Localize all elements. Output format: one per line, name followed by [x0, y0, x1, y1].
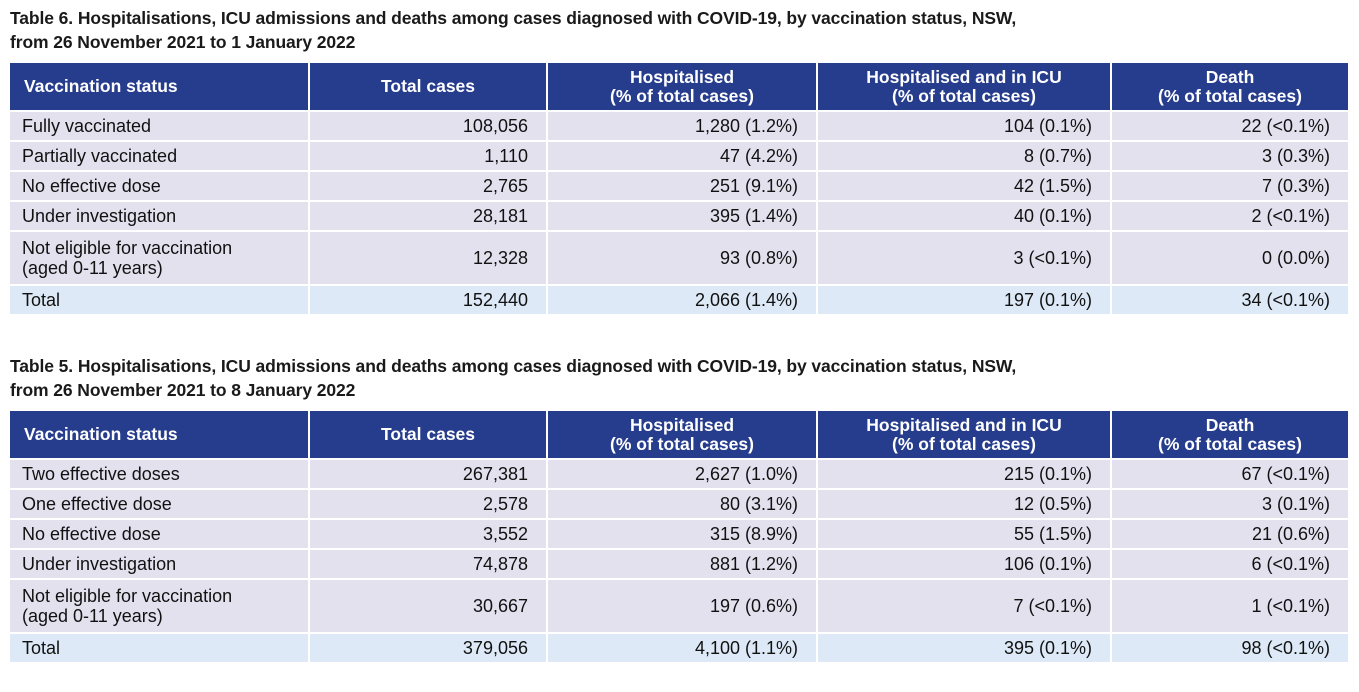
- cell-icu: 12 (0.5%): [818, 490, 1110, 518]
- caption-line-1: Table 6. Hospitalisations, ICU admission…: [10, 8, 1017, 28]
- cell-hospitalised: 251 (9.1%): [548, 172, 816, 200]
- table-row: Not eligible for vaccination (aged 0-11 …: [10, 232, 1348, 284]
- cell-total-cases: 74,878: [310, 550, 546, 578]
- header-death: Death (% of total cases): [1112, 411, 1348, 458]
- cell-death: 98 (<0.1%): [1112, 634, 1348, 662]
- cell-status: Fully vaccinated: [10, 112, 308, 140]
- cell-icu: 8 (0.7%): [818, 142, 1110, 170]
- cell-icu: 215 (0.1%): [818, 460, 1110, 488]
- cell-death: 0 (0.0%): [1112, 232, 1348, 284]
- cell-total-cases: 2,765: [310, 172, 546, 200]
- table-row: Under investigation 74,878 881 (1.2%) 10…: [10, 550, 1348, 578]
- cell-status: Total: [10, 286, 308, 314]
- cell-hospitalised: 47 (4.2%): [548, 142, 816, 170]
- cell-total-cases: 108,056: [310, 112, 546, 140]
- caption-line-1: Table 5. Hospitalisations, ICU admission…: [10, 356, 1017, 376]
- total-row: Total 152,440 2,066 (1.4%) 197 (0.1%) 34…: [10, 286, 1348, 314]
- cell-icu: 55 (1.5%): [818, 520, 1110, 548]
- cell-hospitalised: 881 (1.2%): [548, 550, 816, 578]
- table-row: Under investigation 28,181 395 (1.4%) 40…: [10, 202, 1348, 230]
- cell-hospitalised: 2,627 (1.0%): [548, 460, 816, 488]
- table-6-block: Table 6. Hospitalisations, ICU admission…: [10, 6, 1350, 316]
- cell-status: Two effective doses: [10, 460, 308, 488]
- cell-total-cases: 1,110: [310, 142, 546, 170]
- total-row: Total 379,056 4,100 (1.1%) 395 (0.1%) 98…: [10, 634, 1348, 662]
- cell-icu: 40 (0.1%): [818, 202, 1110, 230]
- cell-total-cases: 28,181: [310, 202, 546, 230]
- cell-death: 2 (<0.1%): [1112, 202, 1348, 230]
- cell-death: 21 (0.6%): [1112, 520, 1348, 548]
- cell-status: Under investigation: [10, 202, 308, 230]
- table-row: One effective dose 2,578 80 (3.1%) 12 (0…: [10, 490, 1348, 518]
- cell-total-cases: 30,667: [310, 580, 546, 632]
- cell-total-cases: 267,381: [310, 460, 546, 488]
- header-row: Vaccination status Total cases Hospitali…: [10, 63, 1348, 110]
- cell-hospitalised: 315 (8.9%): [548, 520, 816, 548]
- cell-hospitalised: 197 (0.6%): [548, 580, 816, 632]
- cell-status: Under investigation: [10, 550, 308, 578]
- cell-death: 7 (0.3%): [1112, 172, 1348, 200]
- cell-death: 1 (<0.1%): [1112, 580, 1348, 632]
- header-total-cases: Total cases: [310, 63, 546, 110]
- cell-hospitalised: 2,066 (1.4%): [548, 286, 816, 314]
- cell-icu: 3 (<0.1%): [818, 232, 1110, 284]
- cell-icu: 7 (<0.1%): [818, 580, 1110, 632]
- table-row: Not eligible for vaccination (aged 0-11 …: [10, 580, 1348, 632]
- caption-line-2: from 26 November 2021 to 1 January 2022: [10, 32, 356, 52]
- header-hospitalised: Hospitalised (% of total cases): [548, 411, 816, 458]
- cell-death: 3 (0.3%): [1112, 142, 1348, 170]
- cell-total-cases: 3,552: [310, 520, 546, 548]
- table-6: Vaccination status Total cases Hospitali…: [8, 61, 1350, 316]
- cell-icu: 104 (0.1%): [818, 112, 1110, 140]
- cell-hospitalised: 93 (0.8%): [548, 232, 816, 284]
- header-row: Vaccination status Total cases Hospitali…: [10, 411, 1348, 458]
- cell-death: 67 (<0.1%): [1112, 460, 1348, 488]
- cell-total-cases: 2,578: [310, 490, 546, 518]
- header-hospitalised: Hospitalised (% of total cases): [548, 63, 816, 110]
- cell-death: 6 (<0.1%): [1112, 550, 1348, 578]
- cell-icu: 106 (0.1%): [818, 550, 1110, 578]
- cell-icu: 395 (0.1%): [818, 634, 1110, 662]
- header-icu: Hospitalised and in ICU (% of total cases…: [818, 63, 1110, 110]
- cell-hospitalised: 4,100 (1.1%): [548, 634, 816, 662]
- cell-status: No effective dose: [10, 172, 308, 200]
- table-5: Vaccination status Total cases Hospitali…: [8, 409, 1350, 664]
- header-vaccination-status: Vaccination status: [10, 411, 308, 458]
- table-5-caption: Table 5. Hospitalisations, ICU admission…: [10, 354, 1350, 402]
- cell-total-cases: 379,056: [310, 634, 546, 662]
- cell-hospitalised: 1,280 (1.2%): [548, 112, 816, 140]
- caption-line-2: from 26 November 2021 to 8 January 2022: [10, 380, 356, 400]
- cell-icu: 42 (1.5%): [818, 172, 1110, 200]
- table-5-block: Table 5. Hospitalisations, ICU admission…: [10, 354, 1350, 664]
- cell-icu: 197 (0.1%): [818, 286, 1110, 314]
- table-6-caption: Table 6. Hospitalisations, ICU admission…: [10, 6, 1350, 54]
- table-row: No effective dose 3,552 315 (8.9%) 55 (1…: [10, 520, 1348, 548]
- cell-status: Not eligible for vaccination (aged 0-11 …: [10, 232, 308, 284]
- cell-status: One effective dose: [10, 490, 308, 518]
- cell-death: 34 (<0.1%): [1112, 286, 1348, 314]
- cell-total-cases: 12,328: [310, 232, 546, 284]
- header-death: Death (% of total cases): [1112, 63, 1348, 110]
- header-icu: Hospitalised and in ICU (% of total cases…: [818, 411, 1110, 458]
- header-vaccination-status: Vaccination status: [10, 63, 308, 110]
- cell-hospitalised: 395 (1.4%): [548, 202, 816, 230]
- table-row: Partially vaccinated 1,110 47 (4.2%) 8 (…: [10, 142, 1348, 170]
- cell-status: Not eligible for vaccination (aged 0-11 …: [10, 580, 308, 632]
- table-row: Two effective doses 267,381 2,627 (1.0%)…: [10, 460, 1348, 488]
- cell-death: 22 (<0.1%): [1112, 112, 1348, 140]
- cell-status: Partially vaccinated: [10, 142, 308, 170]
- cell-total-cases: 152,440: [310, 286, 546, 314]
- table-row: No effective dose 2,765 251 (9.1%) 42 (1…: [10, 172, 1348, 200]
- cell-hospitalised: 80 (3.1%): [548, 490, 816, 518]
- table-row: Fully vaccinated 108,056 1,280 (1.2%) 10…: [10, 112, 1348, 140]
- cell-death: 3 (0.1%): [1112, 490, 1348, 518]
- cell-status: Total: [10, 634, 308, 662]
- cell-status: No effective dose: [10, 520, 308, 548]
- header-total-cases: Total cases: [310, 411, 546, 458]
